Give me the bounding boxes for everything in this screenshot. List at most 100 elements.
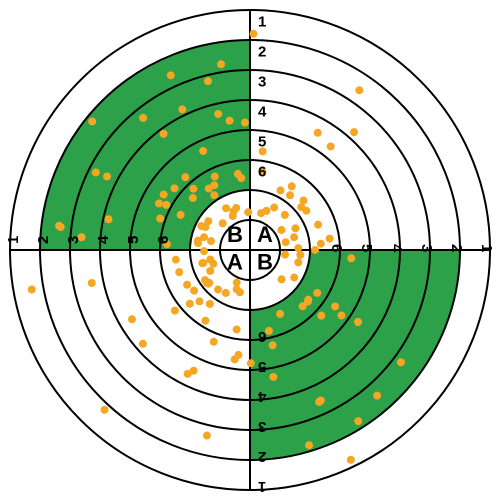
data-dot [181, 173, 189, 181]
data-dot [337, 311, 345, 319]
data-dot [206, 300, 214, 308]
data-dot [288, 182, 296, 190]
data-dot [241, 119, 249, 127]
data-dot [290, 274, 298, 282]
data-dot [211, 173, 219, 181]
data-dot [233, 285, 241, 293]
data-dot [296, 251, 304, 259]
data-dot [201, 317, 209, 325]
data-dot [294, 244, 302, 252]
data-dot [350, 128, 358, 136]
ring-label-bottom: 4 [257, 388, 266, 405]
data-dot [294, 258, 302, 266]
data-dot [160, 191, 168, 199]
data-dot [226, 117, 234, 125]
ring-label-bottom: 1 [258, 478, 266, 495]
data-dot [277, 226, 285, 234]
data-dot [175, 268, 183, 276]
radial-ring-diagram: BAAB111122223333444455556666 [0, 0, 500, 500]
data-dot [327, 142, 335, 150]
data-dot [354, 417, 362, 425]
data-dot [314, 129, 322, 137]
ring-label-top: 2 [258, 43, 266, 60]
data-dot [162, 201, 170, 209]
ring-label-bottom: 6 [258, 328, 266, 345]
data-dot [219, 219, 227, 227]
data-dot [249, 30, 257, 38]
ring-label-right: 6 [328, 244, 345, 252]
ring-label-right: 5 [358, 244, 375, 252]
data-dot [207, 237, 215, 245]
data-dot [247, 359, 255, 367]
data-dot [200, 247, 208, 255]
ring-label-left: 3 [65, 236, 82, 244]
data-dot [210, 181, 218, 189]
data-dot [286, 191, 294, 199]
data-dot [291, 224, 299, 232]
ring-label-right: 3 [418, 244, 435, 252]
data-dot [276, 186, 284, 194]
data-dot [397, 358, 405, 366]
data-dot [189, 185, 197, 193]
cross-axes [10, 10, 490, 490]
data-dot [214, 110, 222, 118]
data-dot [210, 338, 218, 346]
data-dot [302, 207, 310, 215]
data-dot [92, 168, 100, 176]
data-dot [209, 260, 217, 268]
ring-label-bottom: 3 [258, 418, 266, 435]
data-dot [244, 208, 252, 216]
center-quadrant-label: A [257, 222, 273, 247]
data-dot [270, 204, 278, 212]
data-dot [269, 341, 277, 349]
data-dot [373, 392, 381, 400]
data-dot [299, 197, 307, 205]
data-dot [210, 191, 218, 199]
data-dot [281, 251, 289, 259]
ring-label-left: 1 [5, 236, 22, 244]
data-dot [203, 432, 211, 440]
data-dot [313, 289, 321, 297]
data-dot [222, 204, 230, 212]
data-dot [305, 441, 313, 449]
data-dot [217, 60, 225, 68]
data-dot [57, 223, 65, 231]
ring-label-right: 1 [478, 244, 495, 252]
data-dot [170, 184, 178, 192]
data-dot [167, 71, 175, 79]
ring-label-right: 2 [448, 244, 465, 252]
data-dot [190, 287, 198, 295]
data-dot [269, 373, 277, 381]
data-dot [311, 246, 319, 254]
data-dot [317, 396, 325, 404]
ring-label-top: 3 [258, 73, 266, 90]
data-dot [347, 456, 355, 464]
data-dot [195, 297, 203, 305]
data-dot [229, 207, 237, 215]
ring-label-top: 5 [258, 133, 266, 150]
data-dot [204, 77, 212, 85]
data-dot [199, 147, 207, 155]
data-dot [88, 279, 96, 287]
ring-label-top: 1 [258, 13, 266, 30]
data-dot [331, 302, 339, 310]
data-dot [201, 223, 209, 231]
data-dot [278, 275, 286, 283]
center-quadrant-label: A [227, 250, 243, 275]
ring-label-left: 2 [35, 236, 52, 244]
data-dot [282, 238, 290, 246]
data-dot [156, 215, 164, 223]
center-quadrant-label: B [227, 222, 243, 247]
data-dot [189, 194, 197, 202]
data-dot [194, 237, 202, 245]
data-dot [88, 117, 96, 125]
ring-label-right: 4 [388, 244, 405, 253]
data-dot [299, 302, 307, 310]
data-dot [128, 315, 136, 323]
data-dot [139, 340, 147, 348]
data-dot [355, 86, 363, 94]
data-dot [317, 240, 325, 248]
data-dot [105, 215, 113, 223]
data-dot [354, 318, 362, 326]
ring-label-bottom: 2 [258, 448, 266, 465]
